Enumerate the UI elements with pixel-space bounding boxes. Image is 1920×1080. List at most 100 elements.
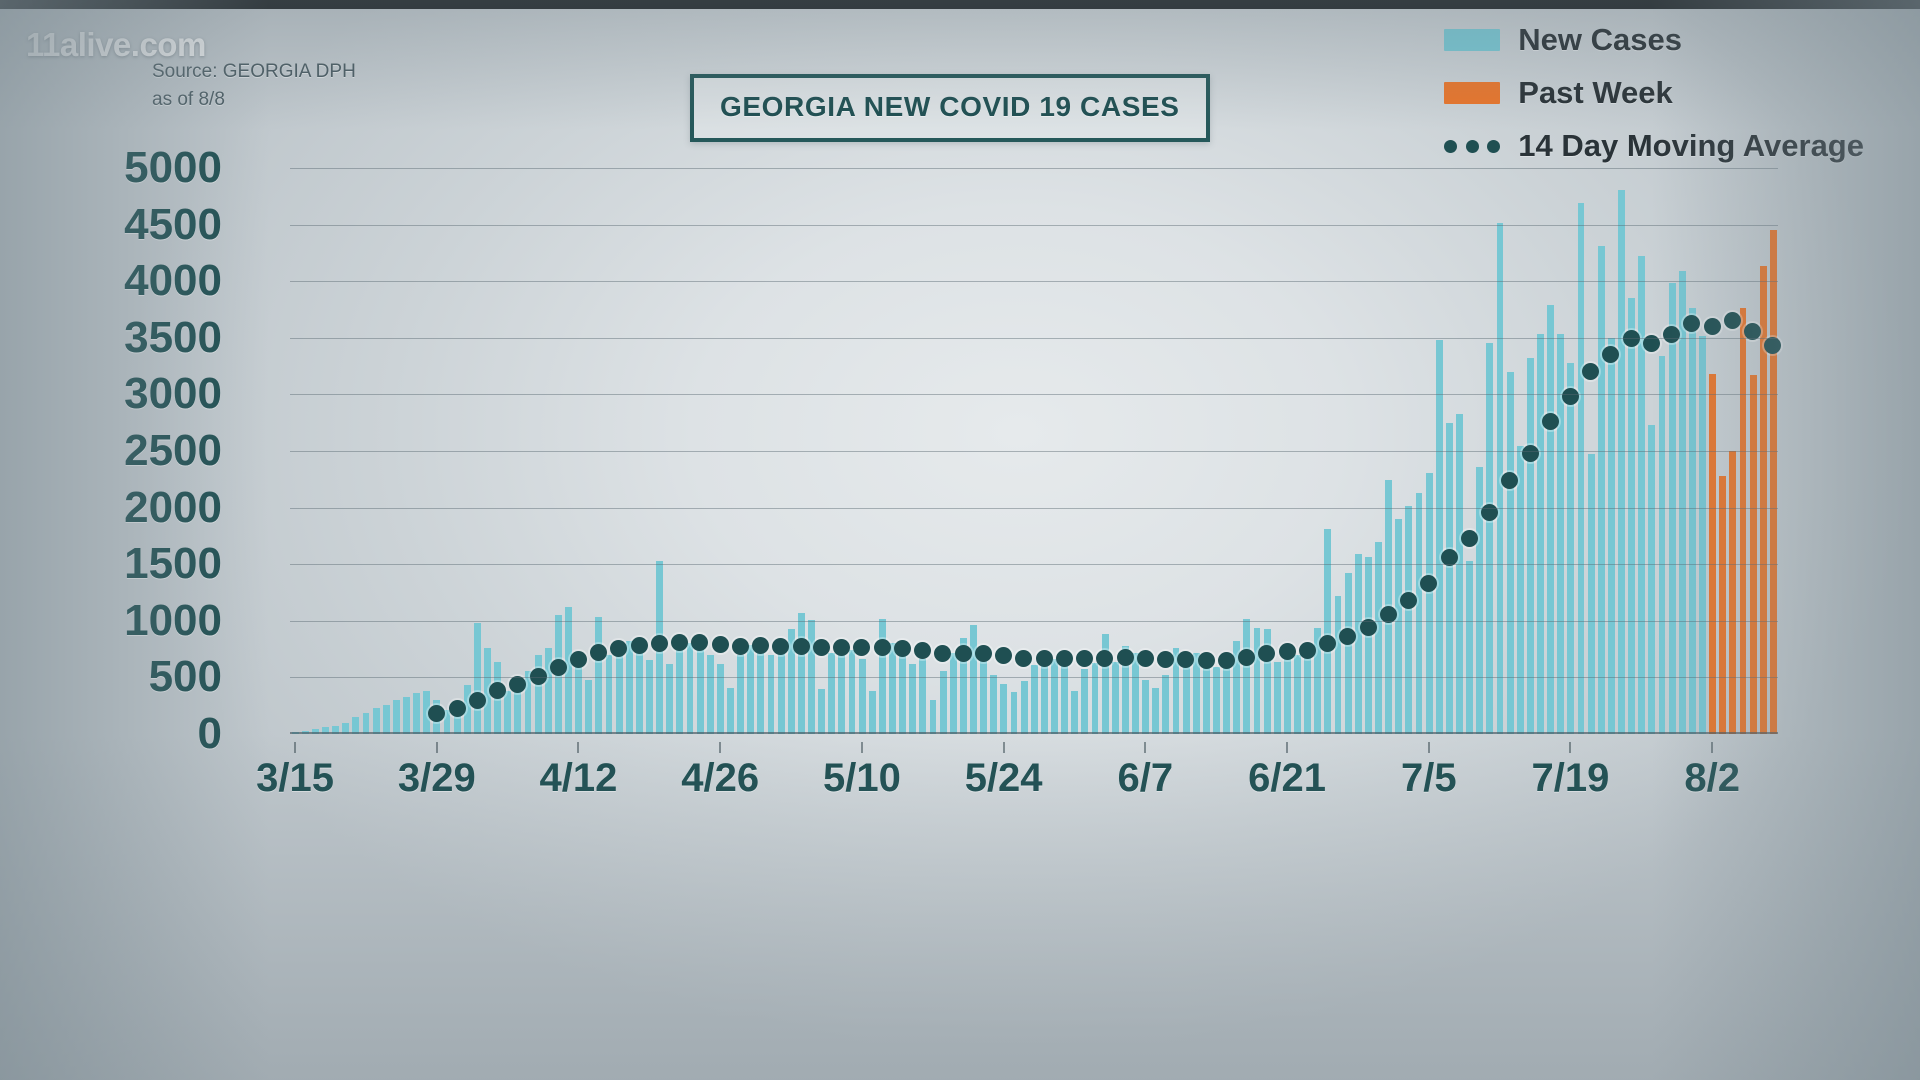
x-axis-tick-label: 4/26 bbox=[681, 756, 760, 800]
x-axis-tick-mark bbox=[1002, 742, 1005, 753]
bar-new-cases bbox=[666, 663, 674, 734]
x-axis-tick-mark bbox=[719, 742, 722, 753]
x-axis-tick-mark bbox=[1711, 742, 1714, 753]
gridline bbox=[290, 564, 1778, 566]
chart-title: GEORGIA NEW COVID 19 CASES bbox=[720, 91, 1180, 122]
bar-new-cases bbox=[1192, 652, 1200, 734]
x-axis-tick-mark bbox=[1144, 742, 1147, 753]
legend-item[interactable]: New Cases bbox=[1444, 22, 1864, 58]
bar-new-cases bbox=[1638, 256, 1646, 734]
bar-new-cases bbox=[524, 670, 532, 734]
y-axis-tick-label: 4500 bbox=[124, 199, 222, 249]
bar-new-cases bbox=[1263, 628, 1271, 734]
bar-new-cases bbox=[838, 651, 846, 734]
bar-new-cases bbox=[1132, 652, 1139, 734]
bar-new-cases bbox=[1142, 679, 1149, 734]
x-axis-tick-mark bbox=[860, 742, 863, 753]
source-line-2: as of 8/8 bbox=[152, 88, 225, 110]
bar-new-cases bbox=[767, 654, 775, 734]
bar-new-cases bbox=[1162, 675, 1170, 734]
bar-new-cases bbox=[1182, 661, 1190, 734]
gridline bbox=[290, 337, 1778, 339]
bar-new-cases bbox=[1111, 661, 1119, 734]
bar-past-week bbox=[1759, 266, 1767, 734]
bar-new-cases bbox=[929, 700, 937, 734]
bar-new-cases bbox=[1516, 446, 1524, 734]
bar-new-cases bbox=[949, 652, 957, 734]
source-attribution: Source: GEORGIA DPH as of 8/8 bbox=[152, 58, 356, 113]
bar-new-cases bbox=[828, 652, 836, 734]
bar-new-cases bbox=[1061, 659, 1068, 734]
bar-past-week bbox=[1749, 375, 1757, 734]
y-axis-tick-label: 2500 bbox=[124, 426, 222, 475]
bar-new-cases bbox=[1000, 684, 1008, 734]
legend-swatch-icon bbox=[1444, 82, 1501, 104]
bar-past-week bbox=[1769, 230, 1777, 734]
bar-new-cases bbox=[1304, 643, 1311, 734]
bar-new-cases bbox=[1233, 641, 1241, 734]
y-axis-tick-label: 4000 bbox=[124, 256, 222, 306]
bar-new-cases bbox=[605, 654, 613, 734]
gridline bbox=[290, 168, 1778, 169]
bar-new-cases bbox=[585, 679, 593, 734]
y-axis-tick-label: 2000 bbox=[124, 482, 222, 532]
bar-new-cases bbox=[1091, 662, 1099, 734]
bar-new-cases bbox=[1283, 659, 1291, 734]
bar-new-cases bbox=[868, 690, 876, 734]
y-axis-tick-label: 500 bbox=[148, 652, 222, 702]
bar-new-cases bbox=[1081, 669, 1089, 734]
gridline bbox=[290, 281, 1778, 283]
plot-area bbox=[290, 168, 1782, 734]
bar-new-cases bbox=[413, 693, 420, 734]
bar-new-cases bbox=[970, 625, 977, 734]
bar-new-cases bbox=[565, 607, 572, 734]
bar-new-cases bbox=[1395, 518, 1403, 734]
bar-new-cases bbox=[818, 688, 825, 734]
bar-new-cases bbox=[615, 654, 623, 734]
bar-new-cases bbox=[990, 675, 998, 734]
gridline bbox=[290, 224, 1778, 226]
bar-new-cases bbox=[899, 654, 906, 734]
legend-item[interactable]: Past Week bbox=[1444, 75, 1864, 111]
chart-title-box: GEORGIA NEW COVID 19 CASES bbox=[690, 74, 1210, 142]
gridline bbox=[290, 507, 1778, 509]
x-axis-tick-label: 8/2 bbox=[1684, 756, 1741, 800]
bar-new-cases bbox=[1506, 371, 1514, 734]
bar-new-cases bbox=[797, 612, 805, 734]
bar-new-cases bbox=[1101, 634, 1109, 734]
bar-new-cases bbox=[433, 700, 441, 734]
legend-item-label: 14 Day Moving Average bbox=[1518, 128, 1864, 163]
bar-new-cases bbox=[686, 643, 694, 734]
bar-new-cases bbox=[959, 637, 967, 734]
x-axis-tick-label: 3/15 bbox=[256, 756, 334, 800]
x-axis-tick-label: 7/19 bbox=[1531, 756, 1610, 800]
gridline bbox=[290, 620, 1778, 622]
bar-new-cases bbox=[706, 654, 714, 734]
bar-new-cases bbox=[514, 680, 522, 734]
bar-new-cases bbox=[1648, 424, 1656, 734]
bar-new-cases bbox=[1425, 472, 1433, 734]
bar-new-cases bbox=[1678, 271, 1686, 734]
bar-new-cases bbox=[1020, 680, 1028, 734]
bar-new-cases bbox=[1344, 573, 1352, 734]
bar-new-cases bbox=[1375, 541, 1382, 734]
bar-new-cases bbox=[737, 654, 744, 734]
y-axis-tick-label: 3000 bbox=[124, 369, 222, 419]
bar-new-cases bbox=[878, 618, 886, 734]
x-axis-tick-mark bbox=[435, 742, 438, 753]
bar-new-cases bbox=[403, 696, 410, 734]
bar-new-cases bbox=[382, 704, 390, 734]
bar-new-cases bbox=[1587, 454, 1595, 734]
bar-new-cases bbox=[1466, 560, 1473, 734]
bar-new-cases bbox=[727, 687, 734, 734]
gridline bbox=[290, 677, 1778, 679]
bar-new-cases bbox=[1597, 246, 1605, 734]
x-axis-tick-label: 6/7 bbox=[1117, 756, 1174, 800]
bar-new-cases bbox=[1354, 554, 1362, 734]
bar-new-cases bbox=[1547, 304, 1554, 734]
legend-item[interactable]: 14 Day Moving Average bbox=[1444, 128, 1864, 164]
bar-new-cases bbox=[909, 663, 917, 734]
bar-new-cases bbox=[1071, 690, 1079, 734]
bar-new-cases bbox=[777, 647, 785, 734]
x-axis-tick-mark bbox=[1569, 742, 1572, 753]
